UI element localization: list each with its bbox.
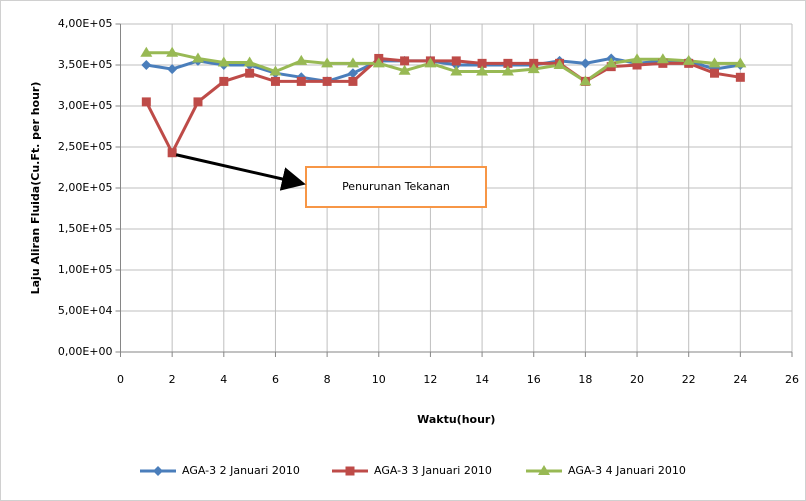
marker (450, 65, 463, 76)
x-tick-label: 14 (475, 373, 489, 386)
marker (579, 75, 592, 86)
marker (141, 60, 152, 70)
x-tick-label: 6 (272, 373, 279, 386)
x-tick-label: 8 (324, 373, 331, 386)
annotation-text: Penurunan Tekanan (342, 180, 450, 193)
marker (400, 56, 410, 66)
y-tick-label: 4,00E+05 (58, 17, 113, 30)
y-tick-label: 1,50E+05 (58, 222, 113, 235)
marker (710, 68, 720, 78)
marker (477, 58, 487, 68)
marker (735, 72, 745, 82)
marker (682, 54, 695, 65)
y-axis-title: Laju Aliran Fluida(Cu.Ft. per hour) (29, 82, 42, 295)
x-tick-label: 12 (423, 373, 437, 386)
legend-label: AGA-3 2 Januari 2010 (182, 464, 300, 477)
marker (553, 59, 566, 69)
marker (167, 148, 177, 158)
x-tick-label: 4 (220, 373, 227, 386)
marker (734, 57, 747, 68)
x-tick-label: 20 (630, 373, 644, 386)
marker (193, 97, 203, 107)
marker (166, 46, 179, 57)
marker (632, 60, 642, 70)
marker (191, 52, 204, 63)
marker (296, 76, 306, 86)
legend-marker (345, 466, 355, 476)
marker (217, 56, 230, 67)
marker (580, 58, 591, 69)
marker (708, 57, 721, 68)
series-line (146, 51, 741, 84)
x-tick-label: 16 (527, 373, 541, 386)
marker (346, 57, 359, 68)
marker (527, 63, 540, 74)
marker (348, 76, 358, 86)
marker (476, 65, 489, 76)
legend-marker (153, 466, 163, 476)
marker (347, 68, 358, 79)
marker (167, 64, 178, 75)
marker (270, 76, 280, 86)
annotation-arrow (175, 153, 306, 191)
marker (631, 53, 644, 64)
marker (245, 68, 255, 78)
marker (424, 57, 437, 68)
annotation-box (305, 166, 487, 208)
marker (322, 76, 332, 86)
y-tick-label: 0,00E+00 (58, 345, 113, 358)
y-tick-label: 3,50E+05 (58, 58, 113, 71)
marker (269, 65, 282, 76)
marker (605, 57, 618, 68)
marker (503, 58, 513, 68)
y-tick-label: 2,50E+05 (58, 140, 113, 153)
marker (656, 53, 669, 64)
x-tick-label: 10 (372, 373, 386, 386)
legend-label: AGA-3 4 Januari 2010 (568, 464, 686, 477)
marker (141, 97, 151, 107)
x-tick-label: 2 (169, 373, 176, 386)
x-axis-title: Waktu(hour) (417, 413, 495, 426)
x-tick-label: 22 (682, 373, 696, 386)
marker (658, 58, 668, 68)
marker (372, 57, 385, 68)
y-tick-label: 2,00E+05 (58, 181, 113, 194)
y-tick-label: 5,00E+04 (58, 304, 113, 317)
marker (451, 56, 461, 66)
y-tick-label: 1,00E+05 (58, 263, 113, 276)
x-tick-label: 18 (578, 373, 592, 386)
x-tick-label: 0 (117, 373, 124, 386)
marker (243, 56, 256, 67)
marker (398, 64, 411, 75)
legend-label: AGA-3 3 Januari 2010 (374, 464, 492, 477)
legend-marker (538, 465, 550, 475)
x-tick-label: 24 (733, 373, 747, 386)
marker (219, 76, 229, 86)
x-tick-label: 26 (785, 373, 799, 386)
marker (140, 46, 153, 57)
y-tick-label: 3,00E+05 (58, 99, 113, 112)
marker (321, 57, 334, 68)
marker (501, 65, 514, 76)
marker (295, 54, 308, 65)
